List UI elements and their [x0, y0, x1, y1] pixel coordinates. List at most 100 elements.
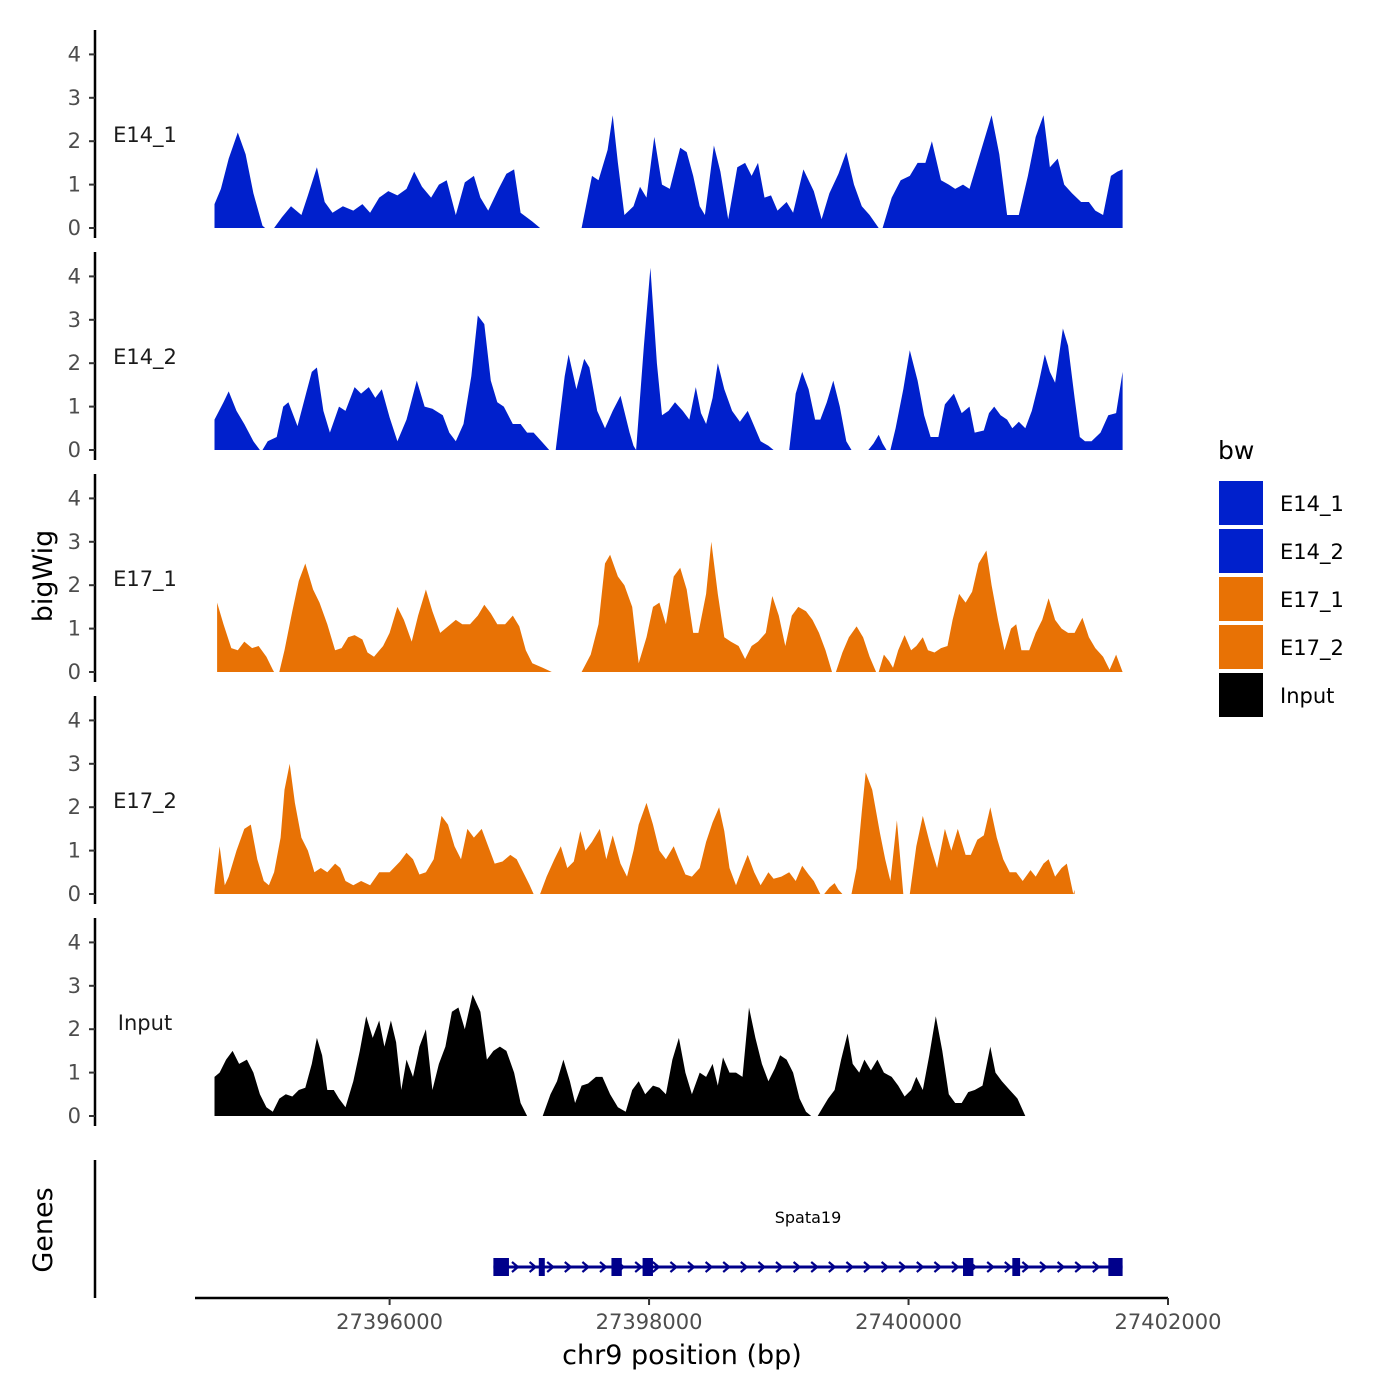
genes-panel: Spata19 — [93, 1160, 1123, 1298]
strand-arrow — [898, 1261, 907, 1273]
y-tick-label: 0 — [68, 216, 81, 240]
strand-arrow — [792, 1261, 802, 1273]
legend-label: E17_2 — [1280, 636, 1344, 661]
strand-arrow — [775, 1261, 784, 1273]
gene-exon — [963, 1258, 974, 1276]
y-tick-label: 2 — [68, 795, 81, 819]
y-tick-label: 1 — [68, 617, 81, 641]
gene-exon — [538, 1258, 545, 1276]
strand-arrow — [1074, 1261, 1083, 1273]
x-tick-label: 27396000 — [336, 1310, 443, 1334]
y-tick-label: 1 — [68, 173, 81, 197]
strand-arrow — [810, 1261, 819, 1273]
coverage-area — [217, 602, 275, 672]
strand-arrow — [669, 1261, 679, 1273]
strand-arrow — [828, 1261, 837, 1273]
coverage-area — [824, 883, 843, 894]
gene-exon — [642, 1258, 653, 1276]
strand-arrow — [1056, 1261, 1066, 1273]
panel-Input: 0 1 2 3 4 Input — [68, 918, 1026, 1128]
y-tick-label: 4 — [68, 708, 81, 732]
y-tick-label: 3 — [68, 974, 81, 998]
y-tick-label: 1 — [68, 839, 81, 863]
y-tick-label: 4 — [68, 930, 81, 954]
y-tick-label: 4 — [68, 264, 81, 288]
x-tick-label: 27398000 — [596, 1310, 703, 1334]
strand-arrow — [757, 1261, 767, 1273]
coverage-area — [214, 391, 260, 450]
coverage-area — [540, 802, 821, 894]
x-axis: 27396000 27398000 27400000 27402000 — [195, 1296, 1222, 1334]
gene-exon — [1012, 1258, 1021, 1276]
strand-arrow — [687, 1261, 696, 1273]
panel-label: Input — [118, 1011, 172, 1035]
coverage-area — [882, 115, 1123, 228]
legend-label: E14_2 — [1280, 540, 1344, 565]
strand-arrow — [863, 1261, 872, 1273]
coverage-area — [868, 434, 887, 450]
y-tick-label: 3 — [68, 86, 81, 110]
coverage-area — [279, 563, 552, 672]
legend: bw E14_1 E14_2 E17_1 E17_2 Input — [1217, 436, 1344, 719]
coverage-area — [835, 626, 877, 672]
panel-E17_2: 0 1 2 3 4 E17_2 — [68, 696, 1075, 906]
gene-exon — [1108, 1258, 1123, 1276]
legend-swatch — [1217, 575, 1265, 623]
panel-label: E14_1 — [113, 123, 177, 148]
strand-arrow — [951, 1261, 960, 1273]
strand-arrow — [1039, 1261, 1048, 1273]
strand-arrow — [933, 1261, 943, 1273]
y-tick-label: 0 — [68, 660, 81, 684]
strand-arrow — [564, 1261, 573, 1273]
strand-arrow — [652, 1261, 661, 1273]
strand-arrow — [599, 1261, 608, 1273]
y-tick-label: 2 — [68, 129, 81, 153]
coverage-area — [581, 541, 832, 672]
y-tick-label: 3 — [68, 308, 81, 332]
x-tick-label: 27400000 — [855, 1310, 962, 1334]
coverage-area — [581, 115, 879, 228]
y-tick-label: 3 — [68, 752, 81, 776]
coverage-area — [909, 807, 1075, 894]
y-tick-label: 4 — [68, 486, 81, 510]
legend-swatch — [1217, 623, 1265, 671]
strand-arrow — [845, 1261, 855, 1273]
y-tick-label: 0 — [68, 1104, 81, 1128]
coverage-area — [214, 763, 534, 894]
genes-axis-title: Genes — [28, 1187, 59, 1272]
strand-arrow — [546, 1261, 555, 1273]
x-tick-label: 27402000 — [1115, 1310, 1222, 1334]
strand-arrow — [986, 1261, 995, 1273]
y-tick-label: 2 — [68, 573, 81, 597]
strand-arrow — [511, 1261, 520, 1273]
panel-label: E17_2 — [113, 789, 177, 814]
strand-arrow — [916, 1261, 925, 1273]
coverage-area — [262, 315, 550, 450]
coverage-area — [878, 550, 1123, 672]
panel-E14_1: 0 1 2 3 4 E14_1 — [68, 30, 1123, 240]
legend-swatch — [1217, 479, 1265, 527]
strand-arrow — [634, 1261, 643, 1273]
gene-Spata19: Spata19 — [493, 1208, 1123, 1276]
strand-arrow — [722, 1261, 731, 1273]
strand-arrow — [1092, 1261, 1101, 1273]
coverage-area — [789, 371, 852, 450]
coverage-area — [890, 328, 1123, 450]
y-tick-label: 0 — [68, 882, 81, 906]
coverage-area — [851, 772, 904, 894]
legend-label: Input — [1280, 684, 1334, 708]
legend-title: bw — [1218, 436, 1254, 465]
y-tick-label: 2 — [68, 351, 81, 375]
strand-arrow — [1004, 1261, 1013, 1273]
strand-arrow — [1021, 1261, 1031, 1273]
panel-E17_1: 0 1 2 3 4 E17_1 — [68, 474, 1123, 684]
coverage-area — [274, 167, 541, 228]
y-tick-label: 3 — [68, 530, 81, 554]
y-tick-label: 2 — [68, 1017, 81, 1041]
gene-exon — [493, 1258, 509, 1276]
y-tick-label: 1 — [68, 395, 81, 419]
gene-exon — [611, 1258, 622, 1276]
panel-E14_2: 0 1 2 3 4 E14_2 — [68, 252, 1123, 462]
gene-label: Spata19 — [775, 1208, 842, 1227]
